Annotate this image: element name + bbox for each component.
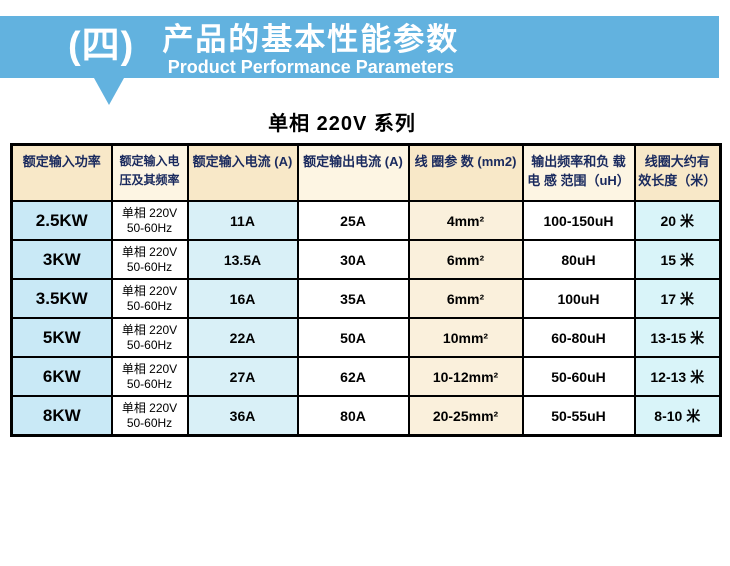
cell-input-current: 27A <box>186 356 299 397</box>
table-row: 3.5KW 单相 220V 50-60Hz 16A 35A 6mm² 100uH… <box>10 278 722 319</box>
cell-power: 6KW <box>10 356 113 397</box>
cell-output-current: 25A <box>296 200 410 241</box>
cell-input-current: 22A <box>186 317 299 358</box>
cell-coil-spec: 10mm² <box>407 317 524 358</box>
cell-coil-spec: 10-12mm² <box>407 356 524 397</box>
banner-text-block: 产品的基本性能参数 Product Performance Parameters <box>162 16 459 77</box>
header-coil-parameters: 线 圈参 数 (mm2) <box>407 143 524 202</box>
header-coil-effective-length: 线圈大约有 效长度（米） <box>633 143 722 202</box>
cell-input-current: 36A <box>186 395 299 437</box>
header-output-freq-inductance: 输出频率和负 载 电 感 范围（uH） <box>521 143 636 202</box>
series-title: 单相 220V 系列 <box>268 113 416 135</box>
cell-input-current: 11A <box>186 200 299 241</box>
banner-pointer-triangle <box>94 78 124 105</box>
cell-freq-inductance: 100uH <box>521 278 636 319</box>
section-number: (四) <box>68 25 135 67</box>
cell-coil-spec: 4mm² <box>407 200 524 241</box>
cell-power: 3.5KW <box>10 278 113 319</box>
cell-voltage: 单相 220V 50-60Hz <box>110 356 189 397</box>
cell-voltage: 单相 220V 50-60Hz <box>110 200 189 241</box>
cell-output-current: 80A <box>296 395 410 437</box>
cell-freq-inductance: 100-150uH <box>521 200 636 241</box>
page-title: 产品的基本性能参数 <box>162 22 460 57</box>
cell-coil-spec: 20-25mm² <box>407 395 524 437</box>
cell-coil-length: 12-13 米 <box>633 356 722 397</box>
page-subtitle: Product Performance Parameters <box>167 57 454 77</box>
cell-freq-inductance: 50-60uH <box>521 356 636 397</box>
cell-freq-inductance: 80uH <box>521 239 636 280</box>
cell-coil-spec: 6mm² <box>407 239 524 280</box>
cell-output-current: 50A <box>296 317 410 358</box>
cell-input-current: 16A <box>186 278 299 319</box>
cell-coil-length: 20 米 <box>633 200 722 241</box>
cell-voltage: 单相 220V 50-60Hz <box>110 317 189 358</box>
cell-coil-spec: 6mm² <box>407 278 524 319</box>
cell-coil-length: 15 米 <box>633 239 722 280</box>
table-row: 6KW 单相 220V 50-60Hz 27A 62A 10-12mm² 50-… <box>10 356 722 397</box>
header-row: 额定输入功率 额定输入电 压及其频率 额定输入电流 (A) 额定输出电流 (A)… <box>10 143 722 202</box>
header-rated-output-current: 额定输出电流 (A) <box>296 143 410 202</box>
cell-coil-length: 8-10 米 <box>633 395 722 437</box>
cell-power: 2.5KW <box>10 200 113 241</box>
table-row: 2.5KW 单相 220V 50-60Hz 11A 25A 4mm² 100-1… <box>10 200 722 241</box>
cell-output-current: 30A <box>296 239 410 280</box>
cell-voltage: 单相 220V 50-60Hz <box>110 278 189 319</box>
cell-coil-length: 17 米 <box>633 278 722 319</box>
cell-power: 5KW <box>10 317 113 358</box>
cell-voltage: 单相 220V 50-60Hz <box>110 239 189 280</box>
cell-coil-length: 13-15 米 <box>633 317 722 358</box>
header-rated-input-current: 额定输入电流 (A) <box>186 143 299 202</box>
cell-input-current: 13.5A <box>186 239 299 280</box>
header-banner: (四) 产品的基本性能参数 Product Performance Parame… <box>0 16 719 78</box>
cell-power: 8KW <box>10 395 113 437</box>
table-row: 8KW 单相 220V 50-60Hz 36A 80A 20-25mm² 50-… <box>10 395 722 437</box>
cell-freq-inductance: 60-80uH <box>521 317 636 358</box>
cell-voltage: 单相 220V 50-60Hz <box>110 395 189 437</box>
cell-output-current: 35A <box>296 278 410 319</box>
cell-output-current: 62A <box>296 356 410 397</box>
header-rated-input-voltage: 额定输入电 压及其频率 <box>110 143 189 202</box>
spec-table: 额定输入功率 额定输入电 压及其频率 额定输入电流 (A) 额定输出电流 (A)… <box>10 143 722 437</box>
cell-freq-inductance: 50-55uH <box>521 395 636 437</box>
header-rated-input-power: 额定输入功率 <box>10 143 113 202</box>
table-row: 3KW 单相 220V 50-60Hz 13.5A 30A 6mm² 80uH … <box>10 239 722 280</box>
cell-power: 3KW <box>10 239 113 280</box>
table-row: 5KW 单相 220V 50-60Hz 22A 50A 10mm² 60-80u… <box>10 317 722 358</box>
